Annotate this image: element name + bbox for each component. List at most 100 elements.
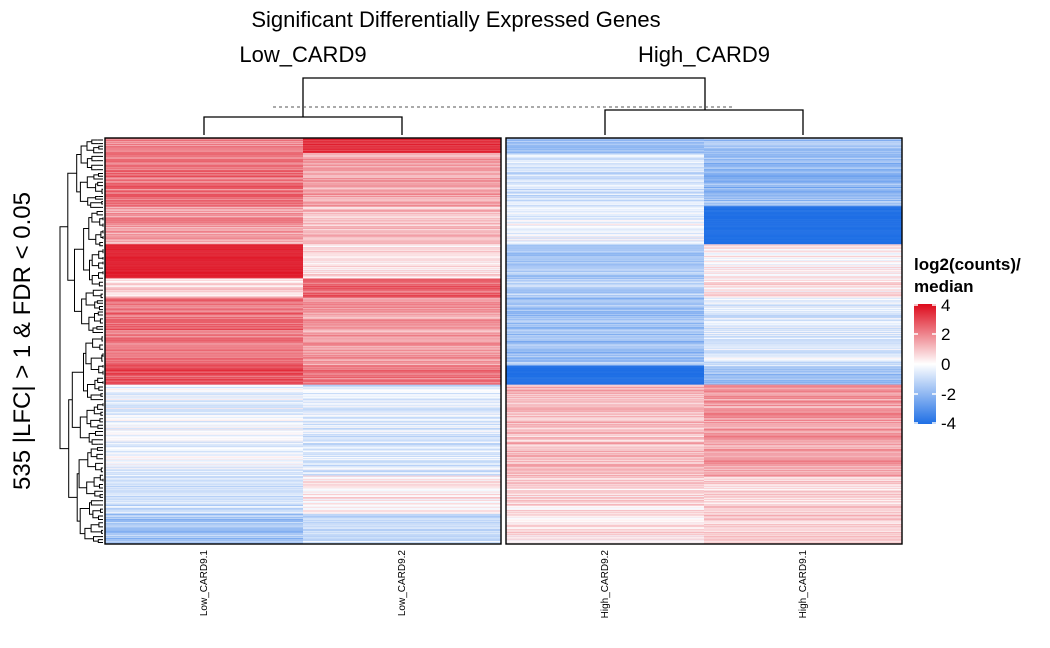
heatmap-cell	[704, 174, 902, 176]
heatmap-cell	[303, 443, 501, 445]
heatmap-cell	[506, 392, 704, 394]
heatmap-cell	[105, 271, 303, 273]
heatmap-cell	[105, 454, 303, 456]
heatmap-cell	[303, 184, 501, 186]
heatmap-cell	[303, 270, 501, 272]
heatmap-cell	[704, 483, 902, 485]
heatmap-cell	[303, 538, 501, 540]
heatmap-cell	[704, 240, 902, 242]
heatmap-cell	[704, 213, 902, 215]
heatmap-cell	[506, 285, 704, 288]
heatmap-cell	[704, 392, 902, 394]
heatmap-cell	[105, 164, 303, 166]
color-legend: log2(counts)/ median 420-2-4	[914, 255, 1021, 433]
heatmap-cell	[506, 389, 704, 391]
heatmap-cell	[704, 418, 902, 420]
heatmap-cell	[506, 179, 704, 181]
heatmap-slice-high-card9	[506, 138, 902, 545]
heatmap-cell	[105, 252, 303, 254]
heatmap-cell	[303, 290, 501, 292]
heatmap-cell	[506, 409, 704, 411]
heatmap-cell	[704, 462, 902, 464]
heatmap-cell	[506, 437, 704, 439]
heatmap-cell	[105, 251, 303, 253]
heatmap-cell	[704, 361, 902, 363]
heatmap-cell	[105, 275, 303, 277]
heatmap-cell	[105, 392, 303, 395]
dendrogram-node	[86, 141, 94, 151]
heatmap-cell	[704, 497, 902, 499]
heatmap-cell	[506, 264, 704, 266]
heatmap-cell	[105, 423, 303, 425]
heatmap-cell	[506, 468, 704, 470]
heatmap-cell	[303, 155, 501, 157]
heatmap-cell	[105, 419, 303, 421]
heatmap-cell	[506, 238, 704, 240]
heatmap-cell	[105, 470, 303, 472]
heatmap-cell	[303, 248, 501, 250]
heatmap-cell	[303, 434, 501, 436]
heatmap-cell	[506, 206, 704, 208]
heatmap-cell	[704, 196, 902, 198]
heatmap-cell	[105, 523, 303, 525]
heatmap-cell	[704, 245, 902, 247]
heatmap-cell	[303, 463, 501, 465]
heatmap-cell	[105, 310, 303, 312]
heatmap-cell	[704, 335, 902, 337]
heatmap-cell	[303, 413, 501, 415]
heatmap-cell	[704, 393, 902, 395]
heatmap-cell	[303, 141, 501, 143]
heatmap-cell	[506, 182, 704, 184]
heatmap-cell	[303, 204, 501, 206]
heatmap-cell	[506, 402, 704, 404]
legend-tick-label: -4	[941, 414, 956, 433]
heatmap-cell	[506, 245, 704, 247]
heatmap-cell	[105, 359, 303, 361]
heatmap-cell	[506, 390, 704, 392]
heatmap-cell	[303, 277, 501, 279]
heatmap-cell	[303, 455, 501, 458]
heatmap-cell	[303, 379, 501, 381]
heatmap-cell	[303, 496, 501, 498]
heatmap-cell	[105, 272, 303, 274]
heatmap-cell	[506, 159, 704, 161]
heatmap-cell	[105, 309, 303, 311]
heatmap-cell	[704, 279, 902, 281]
heatmap-cell	[704, 398, 902, 400]
heatmap-cell	[303, 175, 501, 177]
heatmap-cell	[506, 253, 704, 255]
heatmap-cell	[105, 331, 303, 333]
heatmap-cell	[506, 475, 704, 477]
heatmap-cell	[704, 410, 902, 412]
heatmap-cell	[506, 364, 704, 367]
heatmap-cell	[105, 389, 303, 392]
heatmap-cell	[303, 540, 501, 542]
heatmap-cell	[105, 161, 303, 163]
heatmap-cell	[303, 506, 501, 508]
heatmap-cell	[506, 424, 704, 426]
heatmap-cell	[105, 282, 303, 285]
heatmap-cell	[704, 146, 902, 148]
heatmap-cell	[105, 500, 303, 502]
heatmap-cell	[506, 252, 704, 254]
heatmap-cell	[303, 200, 501, 203]
heatmap-cell	[303, 254, 501, 256]
heatmap-cell	[704, 305, 902, 307]
heatmap-cell	[506, 267, 704, 269]
heatmap-cell	[303, 366, 501, 368]
heatmap-cell	[506, 320, 704, 322]
heatmap-cell	[105, 370, 303, 372]
heatmap-cell	[105, 355, 303, 357]
heatmap-cell	[506, 443, 704, 445]
heatmap-cell	[303, 487, 501, 489]
heatmap-cell	[704, 259, 902, 261]
heatmap-cell	[704, 163, 902, 165]
heatmap-cell	[303, 293, 501, 295]
heatmap-cell	[704, 525, 902, 527]
heatmap-cell	[704, 407, 902, 409]
heatmap-cell	[303, 298, 501, 300]
heatmap-cell	[303, 459, 501, 461]
heatmap-cell	[105, 307, 303, 309]
heatmap-cell	[704, 516, 902, 518]
heatmap-cell	[506, 163, 704, 165]
